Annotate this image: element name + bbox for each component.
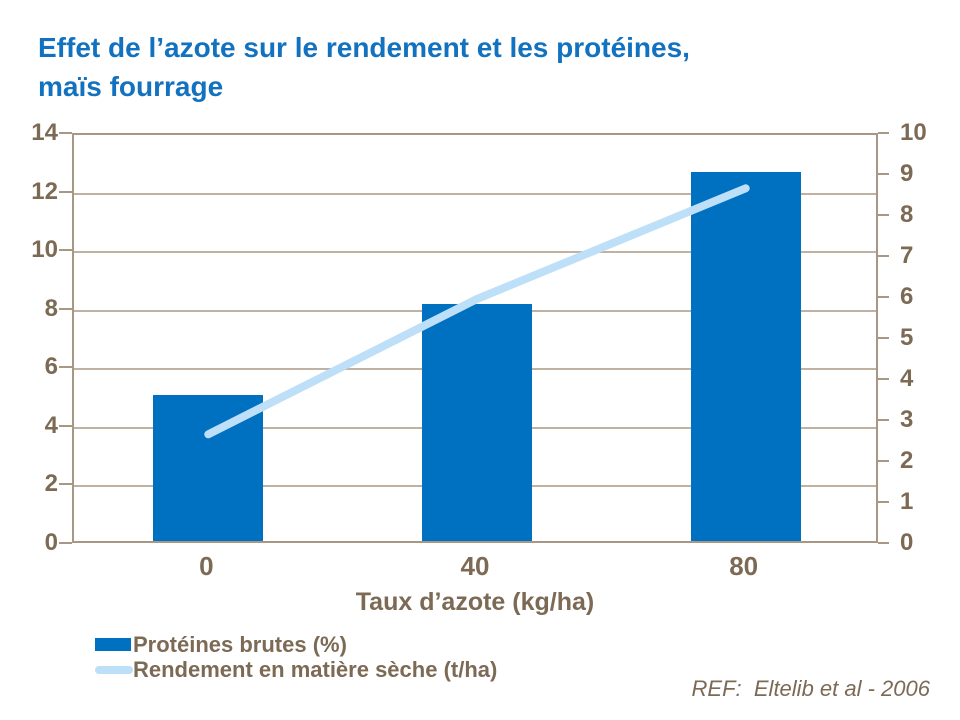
left-axis-label-6: 6: [44, 353, 58, 381]
x-axis-label-40: 40: [460, 551, 490, 581]
left-tick-6: [59, 366, 72, 369]
right-axis-label-1: 1: [900, 488, 914, 515]
right-tick-8: [878, 214, 889, 216]
right-axis-label-5: 5: [900, 324, 914, 351]
chart-title-line2: maïs fourrage: [38, 71, 224, 102]
right-axis-label-9: 9: [900, 160, 914, 187]
legend-label-proteins: Protéines brutes (%): [133, 631, 347, 657]
x-axis-category-labels: 0 40 80: [72, 551, 878, 581]
x-axis-label-80: 80: [729, 551, 759, 581]
left-tick-0: [59, 542, 72, 544]
left-tick-8: [59, 307, 72, 310]
line-series: [204, 184, 750, 439]
left-axis-label-2: 2: [44, 470, 58, 498]
bar-series-swatch-icon: [95, 638, 131, 651]
right-axis-label-2: 2: [900, 447, 914, 474]
right-axis-label-7: 7: [900, 242, 914, 269]
right-axis-label-3: 3: [900, 406, 914, 433]
left-axis-label-4: 4: [44, 411, 58, 439]
bar-80: [690, 172, 801, 541]
left-axis-label-14: 14: [31, 119, 58, 146]
left-tick-4: [59, 424, 72, 427]
right-axis-label-10: 10: [900, 119, 927, 146]
left-tick-2: [59, 483, 72, 486]
left-axis-label-8: 8: [44, 294, 58, 322]
right-tick-2: [878, 460, 889, 462]
right-tick-4: [878, 378, 889, 380]
chart-title-line1: Effet de l’azote sur le rendement et les…: [38, 32, 690, 63]
left-tick-12: [59, 190, 72, 193]
left-tick-14: [59, 132, 72, 134]
yield-line: [204, 184, 750, 439]
gridline-10: [74, 251, 876, 254]
right-axis-label-0: 0: [900, 529, 914, 556]
left-axis-label-10: 10: [31, 236, 58, 264]
right-tick-10: [878, 132, 889, 134]
right-tick-6: [878, 296, 889, 298]
right-axis-label-8: 8: [900, 201, 914, 228]
legend: Protéines brutes (%) Rendement en matièr…: [95, 632, 497, 682]
x-axis-title: Taux d’azote (kg/ha): [355, 588, 595, 616]
reference-citation: REF: Eltelib et al - 2006: [691, 676, 930, 701]
right-tick-9: [878, 173, 889, 175]
gridline-12: [74, 192, 876, 195]
right-tick-3: [878, 419, 889, 421]
legend-item-proteins: Protéines brutes (%): [95, 632, 497, 657]
right-axis-label-6: 6: [900, 283, 914, 310]
right-tick-1: [878, 501, 889, 503]
plot-area: [59, 132, 889, 544]
legend-label-yield: Rendement en matière sèche (t/ha): [133, 656, 498, 682]
bar-40: [422, 303, 532, 541]
line-series-swatch-icon: [95, 665, 133, 674]
right-tick-0: [878, 542, 889, 544]
legend-item-yield: Rendement en matière sèche (t/ha): [95, 657, 497, 682]
left-axis-label-0: 0: [44, 529, 58, 556]
left-tick-10: [59, 249, 72, 252]
right-tick-5: [878, 337, 889, 339]
right-tick-7: [878, 255, 889, 257]
chart-title: Effet de l’azote sur le rendement et les…: [38, 28, 838, 106]
x-axis-label-0: 0: [199, 551, 214, 581]
left-axis-label-12: 12: [31, 177, 58, 205]
right-axis-label-4: 4: [900, 365, 914, 392]
